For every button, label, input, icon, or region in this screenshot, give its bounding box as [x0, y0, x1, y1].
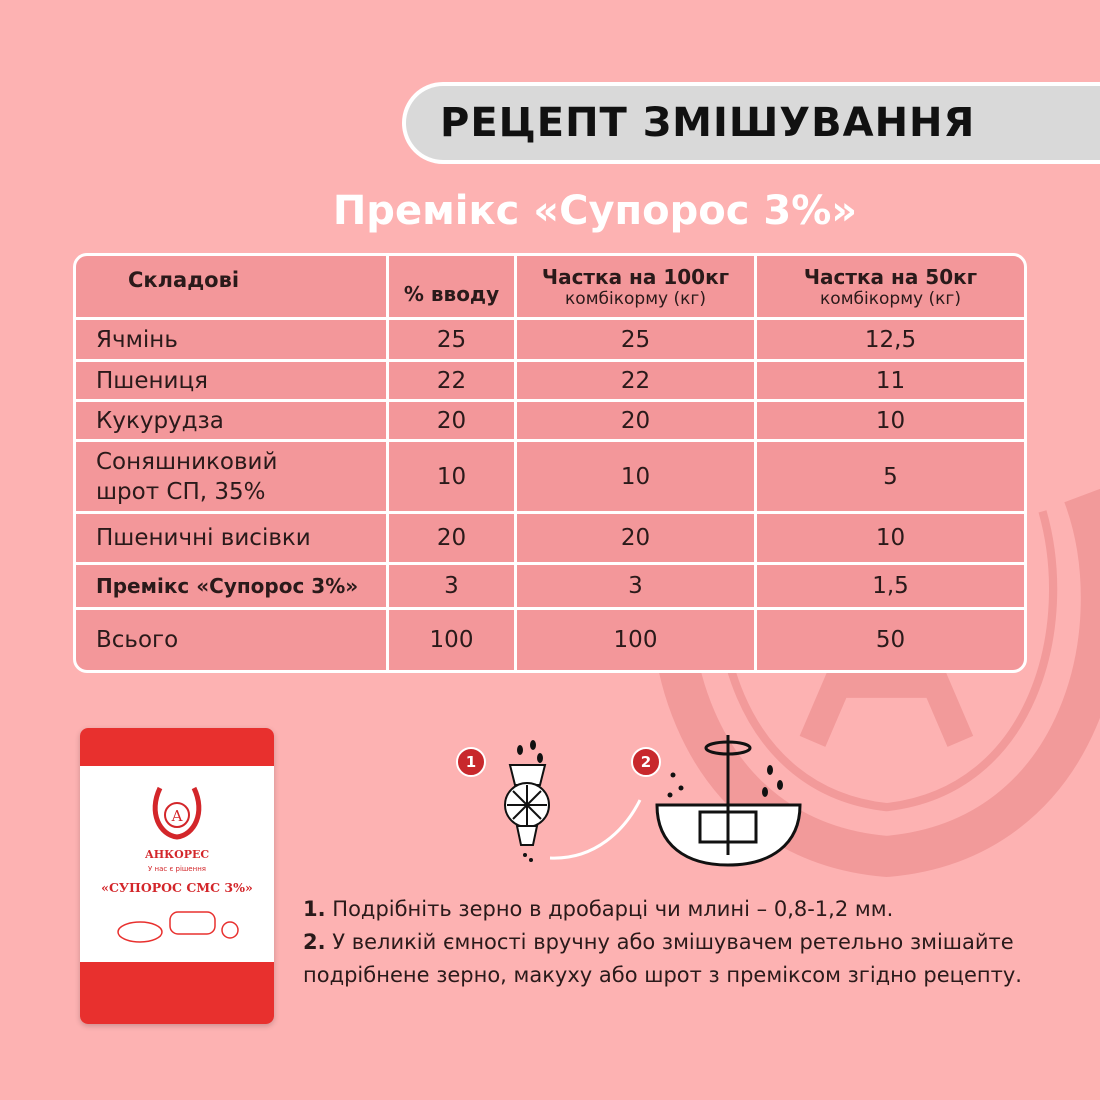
ingredient-name: Ячмінь — [76, 320, 389, 362]
value-cell: 1,5 — [757, 565, 1024, 610]
mixer-bowl-icon — [655, 735, 802, 867]
brand-slogan: У нас є рішення — [148, 865, 206, 873]
value-cell: 20 — [389, 514, 517, 565]
value-cell: 11 — [757, 362, 1024, 402]
title-banner: РЕЦЕПТ ЗМІШУВАННЯ — [402, 82, 1100, 164]
header-per-100kg: Частка на 100кг комбікорму (кг) — [517, 256, 757, 320]
value-cell: 12,5 — [757, 320, 1024, 362]
brand-name: АНКОРЕС — [144, 848, 210, 861]
value-cell: 20 — [517, 514, 757, 565]
product-name: «СУПОРОС СМС 3%» — [101, 880, 253, 895]
header-per-50kg: Частка на 50кг комбікорму (кг) — [757, 256, 1024, 320]
page-title: РЕЦЕПТ ЗМІШУВАННЯ — [440, 100, 976, 146]
value-cell: 10 — [757, 402, 1024, 442]
value-cell: 3 — [517, 565, 757, 610]
table-row: Премікс «Супорос 3%» 3 3 1,5 — [76, 565, 1024, 610]
table-row: Кукурудза 20 20 10 — [76, 402, 1024, 442]
table-row: Пшениця 22 22 11 — [76, 362, 1024, 402]
value-cell: 20 — [517, 402, 757, 442]
ingredient-name: Пшеничні висівки — [76, 514, 389, 565]
header-ingredients: Складові — [76, 256, 389, 320]
value-cell: 22 — [517, 362, 757, 402]
step-1: 1. Подрібніть зерно в дробарці чи млині … — [303, 897, 894, 921]
value-cell: 25 — [389, 320, 517, 362]
value-cell: 10 — [389, 442, 517, 514]
value-cell: 100 — [389, 610, 517, 670]
product-bag-image: А АНКОРЕС У нас є рішення «СУПОРОС СМС 3… — [80, 728, 274, 1024]
value-cell: 22 — [389, 362, 517, 402]
step-2-badge: 2 — [631, 747, 661, 777]
value-cell: 3 — [389, 565, 517, 610]
arrow-icon — [549, 799, 642, 860]
value-cell: 5 — [757, 442, 1024, 514]
value-cell: 10 — [757, 514, 1024, 565]
instructions: 1. Подрібніть зерно в дробарці чи млині … — [303, 893, 1063, 992]
step-2: 2. У великій ємності вручну або змішувач… — [303, 930, 1022, 987]
value-cell: 100 — [517, 610, 757, 670]
step-1-badge: 1 — [456, 747, 486, 777]
product-subtitle: Премікс «Супорос 3%» — [332, 188, 858, 234]
mixing-steps-illustration — [504, 735, 802, 867]
header-percent: % вводу — [389, 256, 517, 320]
table-row: Соняшниковий шрот СП, 35% 10 10 5 — [76, 442, 1024, 514]
ingredient-name: Кукурудза — [76, 402, 389, 442]
ingredient-name: Премікс «Супорос 3%» — [76, 565, 389, 610]
table-row: Ячмінь 25 25 12,5 — [76, 320, 1024, 362]
grinder-icon — [504, 764, 550, 846]
value-cell: 20 — [389, 402, 517, 442]
table-header-row: Складові % вводу Частка на 100кг комбікор… — [76, 256, 1024, 320]
animals-illustration — [117, 911, 239, 943]
value-cell: 25 — [517, 320, 757, 362]
recipe-table: Складові % вводу Частка на 100кг комбікор… — [73, 253, 1027, 673]
svg-text:А: А — [171, 807, 183, 825]
ingredient-name: Соняшниковий шрот СП, 35% — [76, 442, 389, 514]
horseshoe-logo: А — [152, 786, 202, 840]
ingredient-name: Пшениця — [76, 362, 389, 402]
value-cell: 10 — [517, 442, 757, 514]
ingredient-name: Всього — [76, 610, 389, 670]
table-row: Всього 100 100 50 — [76, 610, 1024, 670]
value-cell: 50 — [875, 627, 906, 653]
table-row: Пшеничні висівки 20 20 10 — [76, 514, 1024, 565]
